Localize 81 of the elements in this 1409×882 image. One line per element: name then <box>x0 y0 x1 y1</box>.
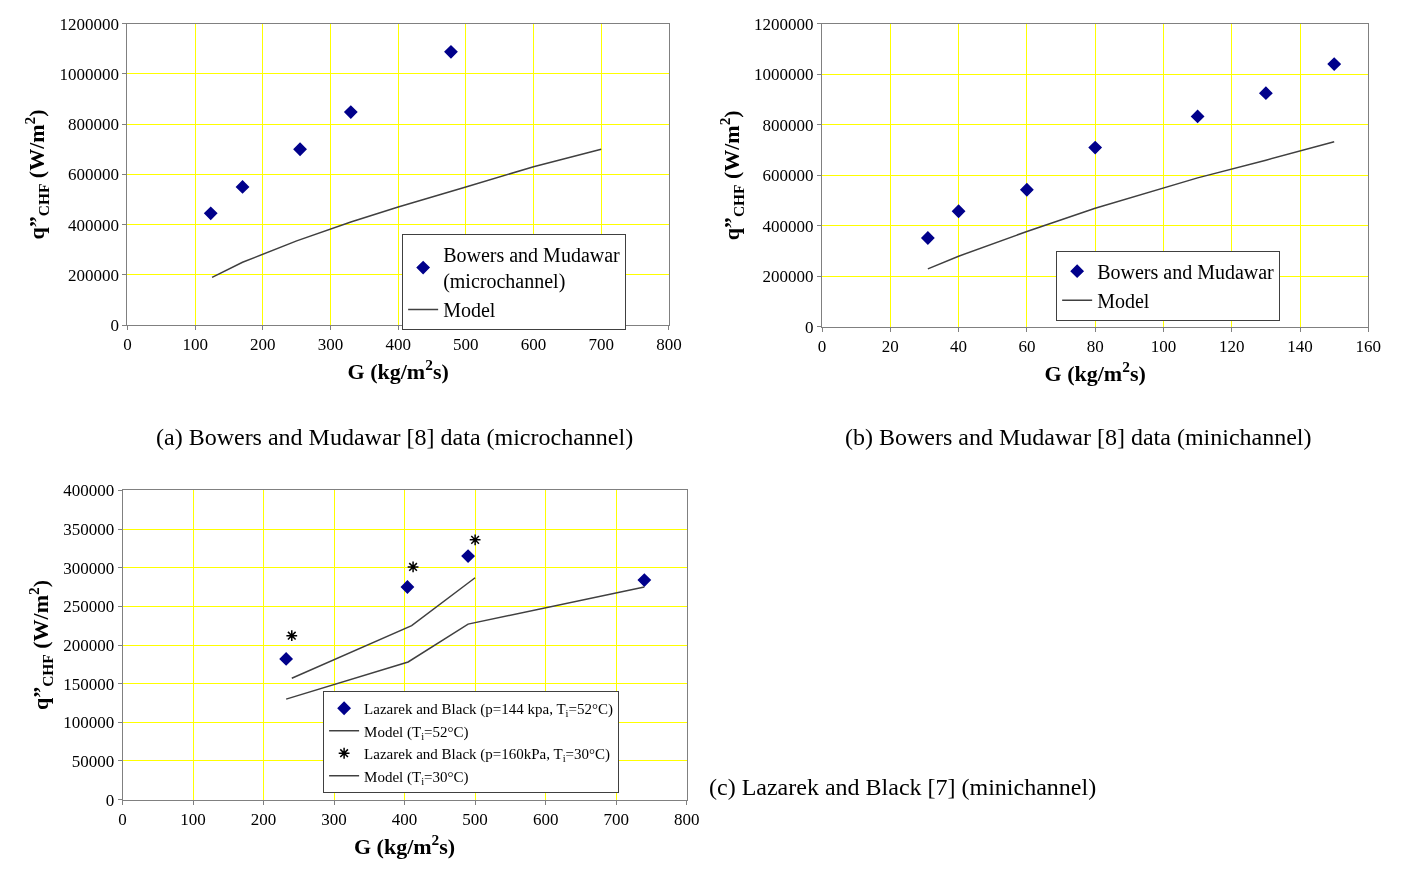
point <box>951 204 966 218</box>
x-tick-label: 800 <box>673 809 700 829</box>
point <box>235 180 250 194</box>
y-tick-label: 0 <box>805 317 814 337</box>
point <box>344 105 358 119</box>
y-tick-label: 1000000 <box>754 65 814 85</box>
legend-label: Model <box>443 299 496 322</box>
y-tick-label: 200000 <box>63 635 115 655</box>
legend-label: Lazarek and Black (p=144 kpa, T$_{i}$=52°C) <box>364 701 613 720</box>
x-tick-label: 100 <box>1150 337 1177 357</box>
x-tick-label: 20 <box>881 337 899 357</box>
point <box>461 549 475 563</box>
y-tick-label: 300000 <box>63 558 115 578</box>
point <box>293 142 307 156</box>
point <box>1088 140 1102 155</box>
y-tick-label: 400000 <box>762 216 814 236</box>
x-tick-label: 80 <box>1086 337 1104 357</box>
x-tick-label: 300 <box>321 809 347 829</box>
x-tick-label: 600 <box>532 809 559 829</box>
legend-label: Lazarek and Black (p=160kPa, T$_{i}$=30°C) <box>364 746 611 765</box>
x-tick-label: 700 <box>588 335 614 355</box>
y-tick-label: 600000 <box>68 165 120 185</box>
point <box>285 629 298 642</box>
x-tick-label: 400 <box>391 809 418 829</box>
y-tick-label: 200000 <box>68 265 120 285</box>
y-tick-label: 1000000 <box>59 64 120 84</box>
x-axis-title: G (kg/m$^{2}$s) <box>354 830 456 859</box>
x-tick-label: 40 <box>950 337 968 357</box>
legend-label: Model (T$_{i}$=30°C) <box>364 768 469 787</box>
x-tick-label: 100 <box>182 335 208 355</box>
point <box>1259 86 1273 100</box>
y-tick-label: 250000 <box>63 597 115 617</box>
x-tick-label: 160 <box>1355 337 1382 357</box>
y-tick-label: 150000 <box>63 674 115 694</box>
text: (b) Bowers and Mudawar [8] data (minichannel) <box>845 424 1312 450</box>
x-axis-title: G (kg/m$^{2}$s) <box>347 356 449 385</box>
point <box>204 206 218 220</box>
y-tick-label: 100000 <box>63 713 115 733</box>
text: (c) Lazarek and Black [7] (minichannel) <box>709 774 1097 800</box>
x-tick-label: 400 <box>385 335 411 355</box>
point <box>406 560 420 574</box>
x-tick-label: 600 <box>520 335 547 355</box>
point <box>1327 57 1341 71</box>
point <box>279 652 293 666</box>
x-tick-label: 140 <box>1287 337 1313 357</box>
x-tick-label: 120 <box>1219 337 1245 357</box>
legend-label: Model <box>1097 289 1150 312</box>
point <box>400 580 415 594</box>
y-tick-label: 800000 <box>68 115 120 135</box>
y-tick-label: 1200000 <box>754 14 814 34</box>
y-tick-label: 200000 <box>762 267 814 287</box>
y-tick-label: 800000 <box>762 115 814 135</box>
y-tick-label: 400000 <box>63 481 115 501</box>
x-tick-label: 60 <box>1018 337 1036 357</box>
legend-label: Bowers and Mudawar <box>1097 260 1275 283</box>
text: (a) Bowers and Mudawar [8] data (microchannel) <box>156 424 634 450</box>
x-tick-label: 100 <box>180 809 206 829</box>
x-tick-label: 0 <box>817 337 827 357</box>
x-axis-title: G (kg/m$^{2}$s) <box>1044 358 1146 387</box>
x-tick-label: 500 <box>462 809 488 829</box>
x-tick-label: 200 <box>250 809 277 829</box>
legend-label: Bowers and Mudawar (microchannel) <box>443 244 621 294</box>
point <box>921 231 935 245</box>
x-tick-label: 200 <box>250 335 276 355</box>
legend-label: Model (T$_{i}$=52°C) <box>364 723 469 742</box>
point <box>1020 183 1034 197</box>
y-tick-label: 350000 <box>63 520 115 539</box>
y-tick-label: 600000 <box>762 166 814 186</box>
x-tick-label: 500 <box>453 335 479 355</box>
y-tick-label: 0 <box>105 790 115 810</box>
y-tick-label: 50000 <box>71 751 115 771</box>
point <box>637 573 651 587</box>
x-tick-label: 300 <box>317 335 344 355</box>
point <box>1191 109 1205 124</box>
point <box>444 45 458 59</box>
y-tick-label: 0 <box>110 316 120 335</box>
x-tick-label: 700 <box>603 809 629 829</box>
x-tick-label: 800 <box>656 335 682 355</box>
y-tick-label: 400000 <box>68 215 120 235</box>
point <box>468 533 482 547</box>
y-tick-label: 1200000 <box>59 14 120 34</box>
